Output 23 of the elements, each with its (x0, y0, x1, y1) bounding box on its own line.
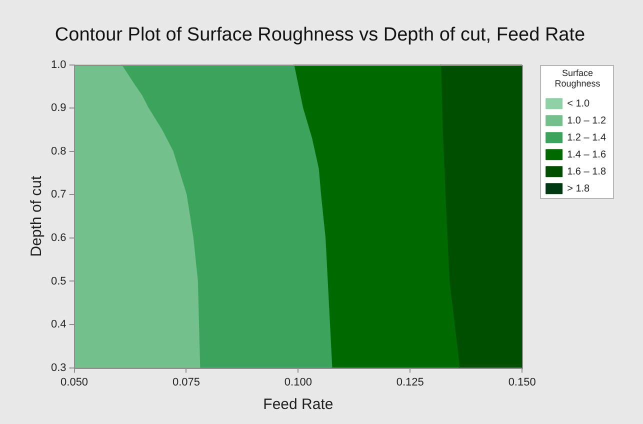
x-tick-label: 0.150 (508, 376, 536, 388)
y-tick-label: 0.5 (50, 275, 66, 288)
legend-title: Surface Roughness (554, 68, 601, 89)
legend-label: < 1.0 (567, 98, 590, 110)
y-tick-label: 1.0 (50, 58, 66, 71)
legend-label: 1.2 – 1.4 (567, 132, 606, 144)
y-tick-label: 0.4 (50, 318, 66, 331)
x-tick-label: 0.050 (60, 376, 88, 388)
y-axis-title: Depth of cut (28, 175, 46, 257)
y-tick-label: 0.6 (50, 232, 66, 244)
x-tick-label: 0.075 (172, 376, 200, 388)
y-tick-label: 0.9 (50, 102, 66, 114)
y-tick-label: 0.3 (50, 362, 66, 374)
y-tick-label: 0.8 (50, 145, 66, 158)
chart-title: Contour Plot of Surface Roughness vs Depth of cut, Feed Rate (54, 24, 586, 46)
x-tick-label: 0.125 (396, 376, 424, 388)
legend-label: 1.6 – 1.8 (567, 166, 606, 178)
x-axis-title: Feed Rate (263, 396, 334, 414)
x-tick-label: 0.100 (284, 376, 312, 388)
y-tick-label: 0.7 (50, 188, 66, 201)
legend-label: > 1.8 (567, 183, 590, 194)
legend-label: 1.0 – 1.2 (567, 115, 606, 126)
legend-label: 1.4 – 1.6 (567, 149, 606, 160)
